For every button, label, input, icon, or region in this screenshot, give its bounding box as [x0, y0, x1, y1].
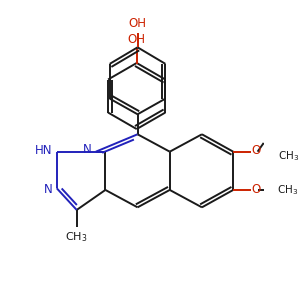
Text: OH: OH — [129, 17, 147, 30]
Text: CH$_3$: CH$_3$ — [65, 230, 88, 244]
Text: CH$_3$: CH$_3$ — [278, 149, 300, 163]
Text: N: N — [44, 183, 52, 196]
Text: N: N — [83, 142, 92, 156]
Text: CH$_3$: CH$_3$ — [277, 183, 298, 197]
Text: O: O — [251, 183, 261, 196]
Text: HN: HN — [35, 144, 52, 157]
Text: O: O — [251, 144, 261, 157]
Text: OH: OH — [128, 34, 146, 46]
